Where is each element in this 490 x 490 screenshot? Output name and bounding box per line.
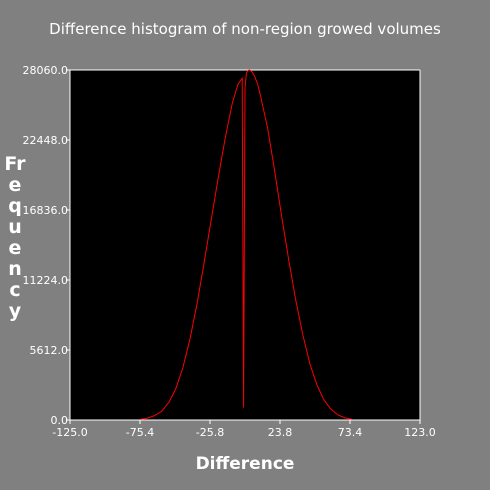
tick-group: -125.0 -75.4 -25.8 23.8 73.4 123.0 0.0 5612.0 11… [23, 64, 436, 439]
x-tick-label: 23.8 [268, 426, 293, 439]
axes [69, 69, 421, 421]
y-tick-label: 11224.0 [23, 274, 69, 287]
y-tick-label: 5612.0 [30, 344, 69, 357]
y-tick-label: 28060.0 [23, 64, 69, 77]
x-tick-label: -25.8 [196, 426, 224, 439]
y-tick-label: 22448.0 [23, 134, 69, 147]
x-tick-label: -125.0 [52, 426, 87, 439]
y-tick-label: 16836.0 [23, 204, 69, 217]
x-axis-label: Difference [195, 454, 295, 474]
x-tick-label: -75.4 [126, 426, 154, 439]
frequency-curve [140, 69, 353, 420]
x-tick-label: 73.4 [338, 426, 363, 439]
x-tick-label: 123.0 [404, 426, 436, 439]
y-axis-label: Frequency [4, 153, 26, 322]
y-tick-label: 0.0 [51, 414, 69, 427]
chart-title: Difference histogram of non-region growe… [49, 20, 441, 38]
